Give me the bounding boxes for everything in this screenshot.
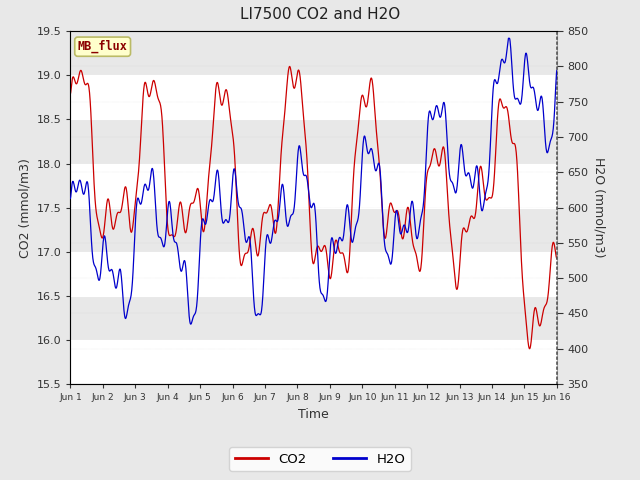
Bar	[70, 208, 557, 252]
Bar	[70, 120, 557, 164]
Legend: CO2, H2O: CO2, H2O	[229, 447, 411, 471]
Text: MB_flux: MB_flux	[77, 40, 127, 53]
Bar	[70, 31, 557, 75]
Bar	[70, 252, 557, 296]
Y-axis label: H2O (mmol/m3): H2O (mmol/m3)	[592, 157, 605, 258]
Y-axis label: CO2 (mmol/m3): CO2 (mmol/m3)	[18, 157, 31, 258]
Bar	[70, 340, 557, 384]
Bar	[70, 164, 557, 208]
Text: LI7500 CO2 and H2O: LI7500 CO2 and H2O	[240, 7, 400, 22]
Bar	[70, 296, 557, 340]
X-axis label: Time: Time	[298, 408, 329, 420]
Bar	[70, 75, 557, 120]
